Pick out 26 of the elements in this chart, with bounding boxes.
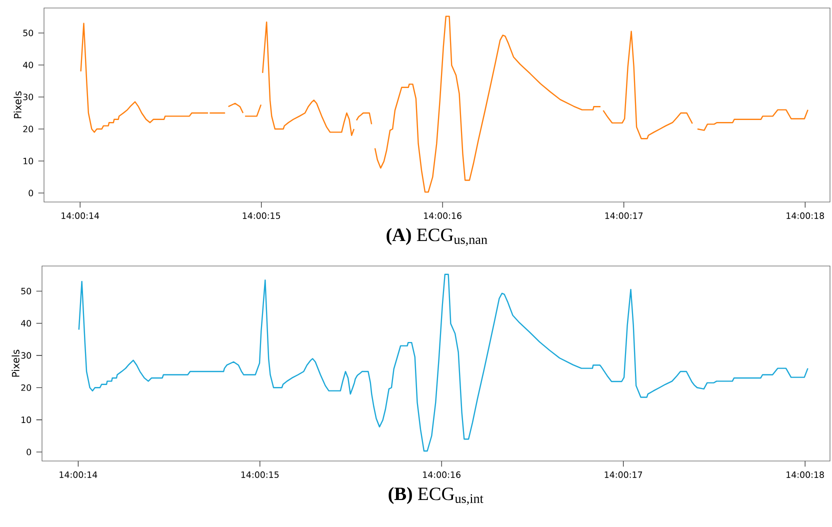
y-tick-label: 10 xyxy=(22,416,32,424)
x-tick-label: 14:00:15 xyxy=(241,471,279,478)
x-tick-label: 14:00:18 xyxy=(786,212,824,219)
y-tick-label: 30 xyxy=(23,94,34,100)
y-axis-title: Pixels xyxy=(14,91,22,118)
y-tick-label: 50 xyxy=(23,30,34,36)
y-tick-label: 20 xyxy=(23,126,34,132)
y-tick-label: 40 xyxy=(21,320,32,327)
y-tick-label: 0 xyxy=(28,190,34,196)
x-tick-label: 14:00:17 xyxy=(605,212,643,219)
y-tick-label: 30 xyxy=(21,352,32,359)
text: (B) ECG$_{us,int}$ xyxy=(388,487,484,505)
x-tick-label: 14:00:16 xyxy=(424,212,462,219)
x-tick-label: 14:00:18 xyxy=(786,471,824,478)
y-axis-title: Pixels xyxy=(12,350,20,377)
y-tick-label: 40 xyxy=(23,62,34,68)
y-tick-label: 20 xyxy=(21,384,32,391)
x-tick-label: 14:00:16 xyxy=(423,471,460,478)
x-tick-label: 14:00:15 xyxy=(242,212,280,219)
text: (A) ECG$_{us,nan}$ xyxy=(386,228,488,246)
x-tick-label: 14:00:17 xyxy=(604,471,642,478)
y-tick-label: 10 xyxy=(24,158,34,164)
y-tick-label: 0 xyxy=(26,448,32,456)
y-tick-label: 50 xyxy=(21,288,32,294)
x-tick-label: 14:00:14 xyxy=(60,471,98,478)
x-tick-label: 14:00:14 xyxy=(62,212,100,219)
